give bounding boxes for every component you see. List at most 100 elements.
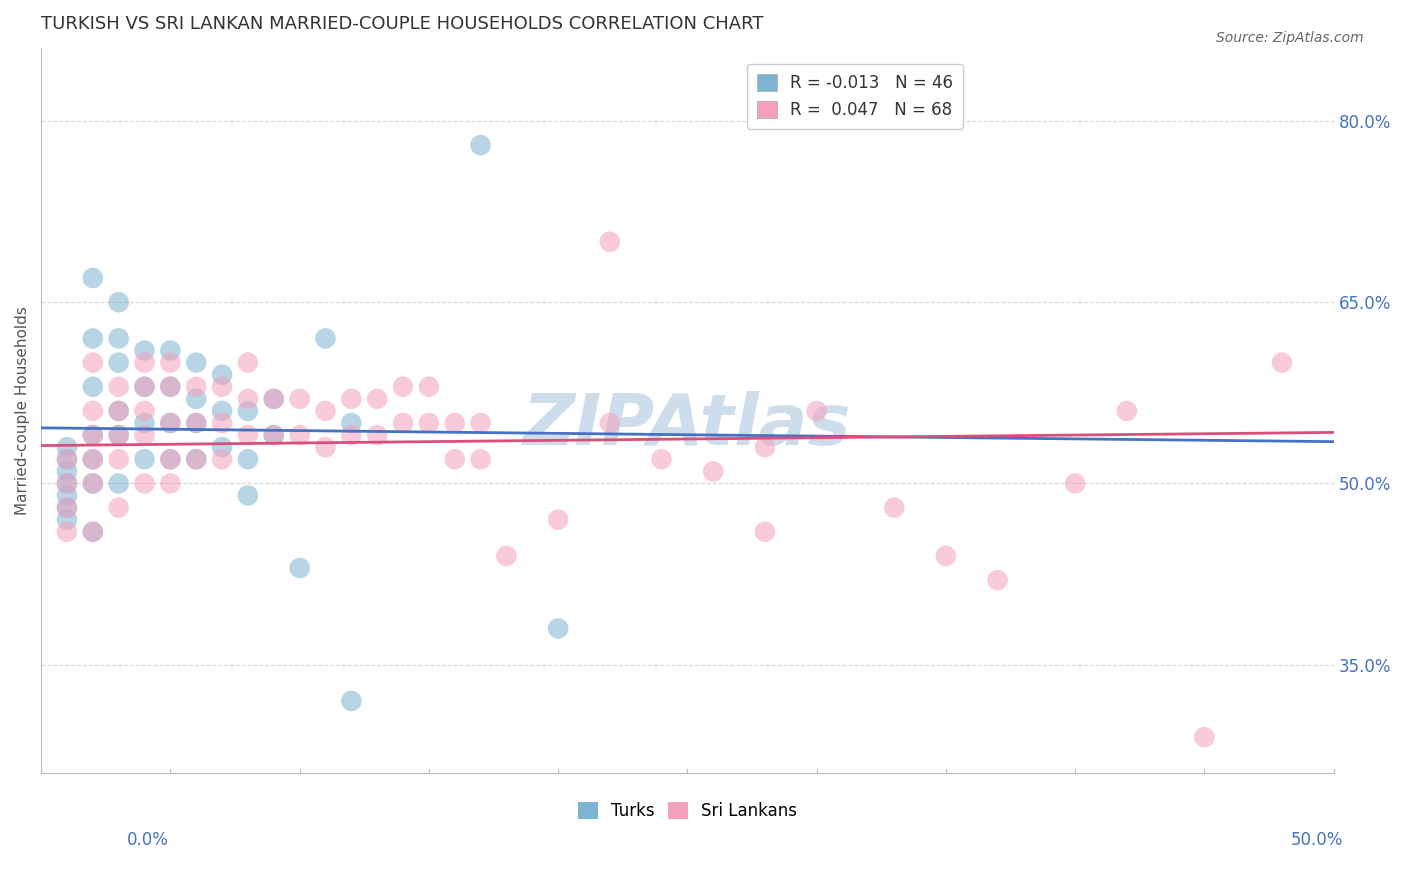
Point (56, 489, 79, 503)
Point (159, 343, 181, 358)
Point (107, 404, 129, 418)
Point (366, 392, 388, 406)
Point (443, 452, 465, 467)
Point (211, 416, 233, 430)
Point (418, 416, 440, 430)
Point (263, 392, 285, 406)
Point (1115, 404, 1137, 418)
Point (134, 343, 156, 358)
Point (107, 295, 129, 310)
Point (186, 452, 208, 467)
Point (547, 513, 569, 527)
Point (82, 428, 104, 442)
Point (211, 404, 233, 418)
Point (340, 416, 363, 430)
Point (107, 428, 129, 442)
Point (159, 380, 181, 394)
Point (107, 356, 129, 370)
Point (236, 489, 259, 503)
Point (754, 440, 776, 454)
Point (134, 380, 156, 394)
Point (392, 380, 415, 394)
Point (495, 549, 517, 563)
Point (186, 416, 208, 430)
Point (340, 392, 363, 406)
Point (263, 392, 285, 406)
Point (186, 452, 208, 467)
Point (56, 500, 79, 515)
Point (82, 476, 104, 491)
Point (159, 452, 181, 467)
Point (211, 380, 233, 394)
Point (82, 380, 104, 394)
Point (159, 380, 181, 394)
Point (754, 524, 776, 539)
Point (211, 440, 233, 454)
Point (186, 392, 208, 406)
Text: 50.0%: 50.0% (1291, 831, 1343, 849)
Point (82, 331, 104, 345)
Point (82, 476, 104, 491)
Point (935, 549, 957, 563)
Point (599, 235, 621, 249)
Point (56, 524, 79, 539)
Point (547, 622, 569, 636)
Point (56, 500, 79, 515)
Point (340, 428, 363, 442)
Point (134, 380, 156, 394)
Point (134, 428, 156, 442)
Point (186, 416, 208, 430)
Point (314, 440, 336, 454)
Y-axis label: Married-couple Households: Married-couple Households (15, 307, 30, 516)
Point (236, 356, 259, 370)
Point (1194, 730, 1216, 744)
Point (107, 404, 129, 418)
Point (82, 428, 104, 442)
Point (159, 476, 181, 491)
Point (134, 452, 156, 467)
Point (56, 452, 79, 467)
Point (392, 416, 415, 430)
Point (236, 404, 259, 418)
Point (263, 428, 285, 442)
Point (159, 416, 181, 430)
Point (236, 392, 259, 406)
Point (82, 271, 104, 285)
Point (211, 452, 233, 467)
Point (56, 464, 79, 478)
Point (159, 416, 181, 430)
Point (987, 573, 1010, 587)
Point (107, 380, 129, 394)
Point (314, 404, 336, 418)
Point (702, 464, 724, 478)
Point (806, 404, 828, 418)
Point (56, 476, 79, 491)
Point (56, 440, 79, 454)
Point (134, 476, 156, 491)
Point (1064, 476, 1087, 491)
Point (340, 694, 363, 708)
Point (107, 476, 129, 491)
Point (82, 452, 104, 467)
Point (186, 380, 208, 394)
Point (82, 356, 104, 370)
Point (159, 356, 181, 370)
Text: 0.0%: 0.0% (127, 831, 169, 849)
Point (651, 452, 673, 467)
Point (56, 452, 79, 467)
Point (599, 416, 621, 430)
Point (134, 416, 156, 430)
Text: TURKISH VS SRI LANKAN MARRIED-COUPLE HOUSEHOLDS CORRELATION CHART: TURKISH VS SRI LANKAN MARRIED-COUPLE HOU… (41, 15, 763, 33)
Point (56, 513, 79, 527)
Point (82, 524, 104, 539)
Point (418, 380, 440, 394)
Point (288, 561, 311, 575)
Text: Source: ZipAtlas.com: Source: ZipAtlas.com (1216, 31, 1364, 45)
Point (82, 524, 104, 539)
Point (366, 428, 388, 442)
Text: ZIPAtlas: ZIPAtlas (523, 391, 852, 460)
Point (236, 428, 259, 442)
Point (883, 500, 905, 515)
Legend: Turks, Sri Lankans: Turks, Sri Lankans (571, 796, 804, 827)
Point (470, 138, 492, 153)
